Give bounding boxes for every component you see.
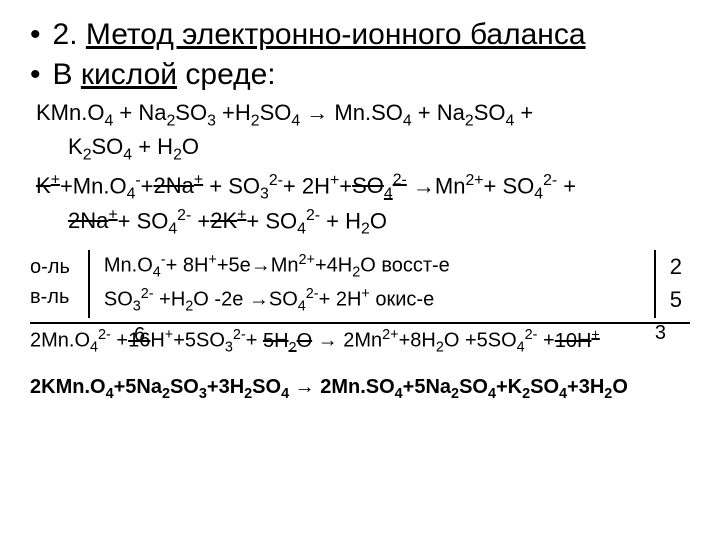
three-annotation: 3 (655, 320, 666, 346)
summed-equation: 6 3 2Mn.O42- +16H++5SO32-+ 5H2O → 2Mn2++… (30, 326, 690, 357)
half-reaction-2: SO32- +H2O -2e →SO42-+ 2H+ окис-е (104, 284, 636, 318)
coef-1: 2 (670, 250, 682, 283)
coef-2: 5 (670, 283, 682, 316)
bullet-2: • (30, 58, 41, 92)
bullet-1: • (30, 18, 41, 52)
final-equation: 2KMn.O4+5Na2SO3+3H2SO4 → 2Mn.SO4+5Na2SO4… (30, 376, 690, 402)
half-reactions-block: о-ль в-ль Mn.O4-+ 8H++5e→Mn2++4H2O восст… (30, 250, 690, 319)
title-prefix: 2. (53, 18, 86, 51)
divider-line (30, 322, 690, 324)
half-reaction-1: Mn.O4-+ 8H++5e→Mn2++4H2O восст-е (104, 250, 636, 284)
eq1-line2: K2SO4 + H2O (68, 132, 690, 166)
subtitle: В кислой среде: (53, 58, 276, 92)
coefficients-column: 2 5 (654, 250, 690, 319)
six-annotation: 6 (134, 322, 145, 348)
oxidizer-label: о-ль (30, 252, 70, 282)
subtitle-prefix: В (53, 58, 81, 91)
title-underlined: Метод электронно-ионного баланса (86, 18, 586, 51)
subtitle-underlined: кислой (81, 58, 177, 91)
eq1-line1: KMn.O4 + Na2SO3 +H2SO4 → Mn.SO4 + Na2SO4… (36, 98, 690, 132)
ionic-equation: K++Mn.O4-+2Na+ + SO32-+ 2H++SO42- →Mn2++… (36, 170, 690, 240)
eq2-line1: K++Mn.O4-+2Na+ + SO32-+ 2H++SO42- →Mn2++… (36, 170, 690, 205)
labels-column: о-ль в-ль (30, 250, 70, 319)
eq2-line2: 2Na++ SO42- +2K++ SO42- + H2O (68, 205, 690, 240)
title-line: • 2. Метод электронно-ионного баланса (30, 18, 690, 52)
reactions-column: Mn.O4-+ 8H++5e→Mn2++4H2O восст-е SO32- +… (88, 250, 636, 319)
molecular-equation: KMn.O4 + Na2SO3 +H2SO4 → Mn.SO4 + Na2SO4… (36, 98, 690, 166)
reducer-label: в-ль (30, 282, 70, 312)
sum-text: 2Mn.O42- +16H++5SO32-+ 5H2O → 2Mn2++8H2O… (30, 326, 690, 357)
subtitle-line: • В кислой среде: (30, 58, 690, 92)
subtitle-suffix: среде: (177, 58, 276, 91)
title: 2. Метод электронно-ионного баланса (53, 18, 586, 52)
